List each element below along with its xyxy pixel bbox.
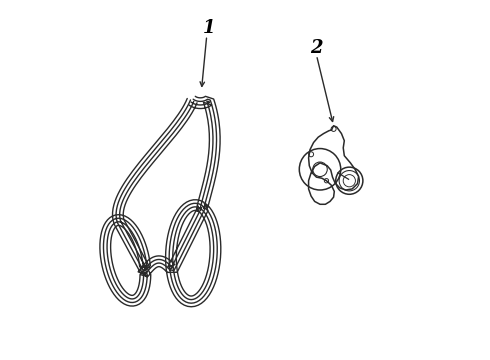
Text: 2: 2 xyxy=(310,39,323,57)
Text: 1: 1 xyxy=(203,19,216,37)
